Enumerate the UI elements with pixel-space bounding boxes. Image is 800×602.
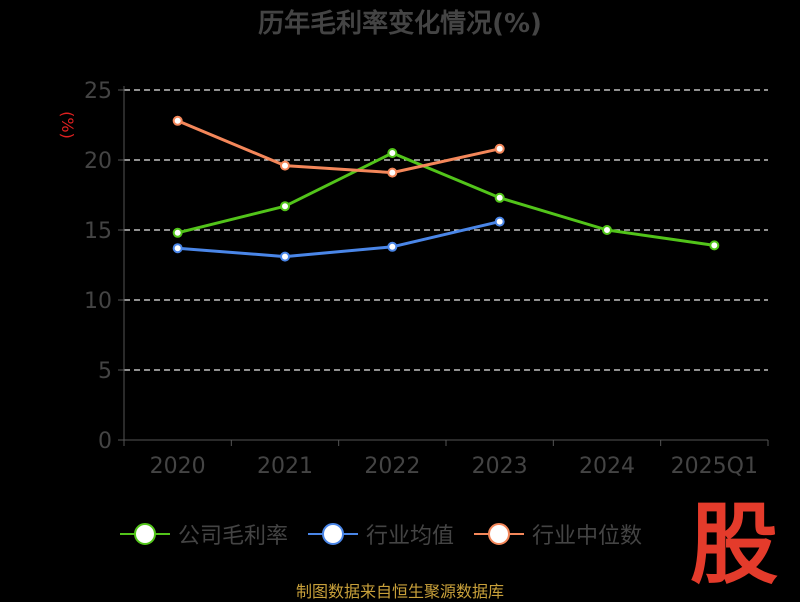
data-point[interactable]	[494, 192, 505, 203]
y-tick-label: 10	[84, 289, 112, 314]
legend-item-industry-mean[interactable]: 行业均值	[308, 518, 454, 550]
legend-label-company: 公司毛利率	[178, 524, 289, 549]
data-source-footer: 制图数据来自恒生聚源数据库	[295, 582, 504, 601]
legend-label-industry-mean: 行业均值	[366, 524, 455, 549]
legend-item-industry-median[interactable]: 行业中位数	[474, 518, 642, 550]
data-point[interactable]	[172, 115, 183, 126]
y-tick-label: 5	[98, 359, 112, 384]
x-tick-label: 2022	[364, 454, 420, 479]
data-point[interactable]	[387, 241, 398, 252]
legend-marker-industry-median	[474, 523, 525, 545]
data-point[interactable]	[280, 160, 290, 171]
legend-marker-industry-mean	[308, 523, 359, 545]
legend-item-company[interactable]: 公司毛利率	[120, 518, 288, 550]
data-point[interactable]	[602, 225, 612, 235]
chart-title: 历年毛利率变化情况(%)	[258, 8, 542, 39]
brand-logo: 股	[690, 492, 779, 596]
data-point[interactable]	[280, 201, 290, 212]
x-tick-label: 2025Q1	[671, 454, 758, 479]
legend: 公司毛利率 行业均值 行业中位数	[120, 518, 642, 550]
y-tick-label: 25	[84, 79, 112, 104]
legend-marker-company	[120, 523, 170, 545]
x-tick-label: 2021	[257, 454, 313, 479]
series-line-1	[177, 220, 501, 259]
data-point[interactable]	[172, 243, 183, 254]
y-axis-label: (%)	[58, 111, 77, 139]
x-tick-label: 2023	[472, 454, 528, 479]
data-point[interactable]	[709, 240, 720, 251]
data-point[interactable]	[494, 143, 505, 154]
series-line-0	[177, 151, 715, 247]
data-point[interactable]	[387, 167, 398, 178]
x-tick-label: 2020	[150, 454, 206, 479]
data-point[interactable]	[494, 216, 505, 227]
x-tick-label: 2024	[579, 454, 635, 479]
y-tick-label: 20	[84, 149, 112, 174]
series-line-2	[177, 119, 500, 175]
data-point[interactable]	[387, 148, 398, 158]
legend-label-industry-median: 行业中位数	[532, 524, 643, 549]
y-tick-label: 15	[84, 219, 112, 244]
y-tick-label: 0	[98, 429, 112, 454]
data-point[interactable]	[172, 227, 183, 238]
data-point[interactable]	[280, 251, 290, 262]
